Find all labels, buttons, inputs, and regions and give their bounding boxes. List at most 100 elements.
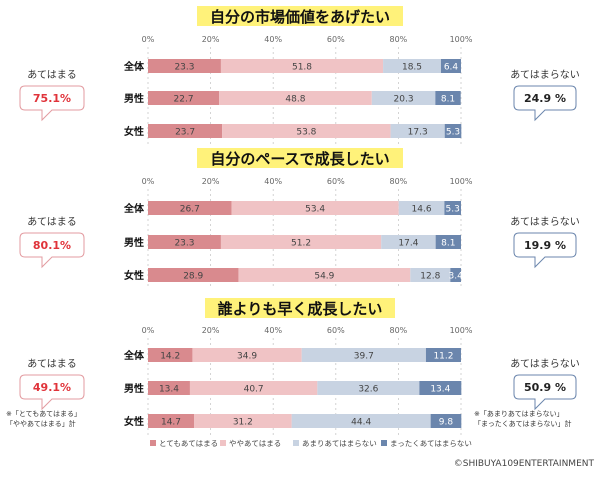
data-label: 5.3 — [446, 128, 460, 138]
data-label: 6.4 — [444, 63, 459, 73]
bar-segment — [148, 59, 221, 73]
data-label: 14.6 — [412, 205, 432, 215]
bar-segment — [371, 91, 436, 105]
legend: とてもあてはまる ややあてはまる あまりあてはまらない まったくあてはまらない — [150, 439, 472, 448]
disagree-callout-label: あてはまらない — [510, 358, 580, 370]
tick-label: 100% — [450, 35, 473, 44]
chart-title: 誰よりも早く成長したい — [218, 300, 383, 318]
legend-item: まったくあてはまらない — [390, 439, 472, 448]
bar-segment — [192, 348, 302, 362]
tick-label: 0% — [142, 177, 155, 186]
data-label: 5.3 — [446, 205, 460, 215]
tick-label: 100% — [450, 326, 473, 335]
legend-item: あまりあてはまらない — [302, 439, 377, 448]
bar-segment — [148, 124, 223, 138]
bar-segment — [238, 268, 411, 282]
category-label: 女性 — [124, 415, 144, 428]
tick-label: 80% — [390, 177, 408, 186]
bar-segment — [390, 124, 445, 138]
data-label: 31.2 — [233, 418, 253, 428]
data-label: 17.4 — [398, 239, 418, 249]
chart-panel-1: 自分の市場価値をあげたい 0% 20% 40% 60% 80% 100% 全体 23.3 51.8… — [19, 6, 580, 145]
legend-item: とてもあてはまる — [159, 439, 218, 448]
title-highlight — [205, 298, 395, 318]
bar-segment — [430, 414, 462, 428]
legend-swatch — [381, 440, 387, 446]
data-label: 34.9 — [237, 352, 257, 362]
bar-segment — [148, 414, 195, 428]
disagree-callout-bubble — [513, 374, 577, 411]
bar-segment — [148, 268, 239, 282]
chart-panel-3: 誰よりも早く成長したい 0% 20% 40% 60% 80% 100% 全体 14.2 34.9 3… — [6, 298, 580, 435]
data-label: 26.7 — [180, 205, 200, 215]
tick-label: 60% — [327, 326, 345, 335]
legend-item: ややあてはまる — [229, 439, 281, 448]
agree-footnote: 「ややあてはまる」計 — [6, 419, 76, 428]
agree-callout-bubble — [19, 232, 85, 269]
bar-segment — [410, 268, 451, 282]
chart-title: 自分の市場価値をあげたい — [210, 8, 390, 26]
category-label: 女性 — [124, 125, 144, 138]
data-label: 14.2 — [160, 352, 180, 362]
data-label: 14.7 — [161, 418, 181, 428]
bar-segment — [148, 91, 220, 105]
tick-label: 20% — [202, 35, 220, 44]
bar-segment — [440, 59, 461, 73]
data-label: 48.8 — [285, 95, 305, 105]
data-label: 53.8 — [296, 128, 316, 138]
bar-segment — [220, 59, 384, 73]
data-label: 23.3 — [174, 239, 194, 249]
title-highlight — [197, 6, 403, 26]
copyright-text: ©SHIBUYA109ENTERTAINMENT — [454, 459, 595, 469]
tick-label: 0% — [142, 326, 155, 335]
disagree-callout-label: あてはまらない — [510, 216, 580, 228]
bar-segment — [194, 414, 292, 428]
data-label: 11.2 — [433, 352, 453, 362]
bar-segment — [189, 381, 318, 395]
category-label: 男性 — [124, 382, 144, 395]
data-label: 13.4 — [159, 385, 179, 395]
category-label: 全体 — [123, 349, 145, 362]
disagree-callout-value: 19.9 % — [524, 239, 566, 252]
tick-label: 60% — [327, 35, 345, 44]
tick-label: 80% — [390, 326, 408, 335]
tick-label: 20% — [202, 177, 220, 186]
bar-segment — [444, 124, 462, 138]
agree-callout-label: あてはまる — [27, 69, 77, 81]
data-label: 20.3 — [394, 95, 414, 105]
data-label: 44.4 — [351, 418, 371, 428]
legend-swatch — [293, 440, 299, 446]
disagree-callout-label: あてはまらない — [510, 69, 580, 81]
data-label: 39.7 — [354, 352, 374, 362]
bar-segment — [383, 59, 441, 73]
category-label: 全体 — [123, 202, 145, 215]
legend-swatch — [150, 440, 156, 446]
bar-segment — [381, 235, 436, 249]
disagree-callout-bubble — [513, 85, 577, 122]
data-label: 17.3 — [408, 128, 428, 138]
agree-callout-value: 49.1% — [33, 381, 71, 394]
agree-callout-label: あてはまる — [27, 216, 77, 228]
bar-segment — [435, 91, 461, 105]
bar-segment — [148, 201, 232, 215]
tick-label: 40% — [264, 326, 282, 335]
bar-segment — [317, 381, 420, 395]
data-label: 23.7 — [175, 128, 195, 138]
category-label: 男性 — [124, 92, 144, 105]
data-label: 40.7 — [244, 385, 264, 395]
bar-segment — [435, 235, 461, 249]
tick-label: 100% — [450, 177, 473, 186]
agree-callout-value: 75.1% — [33, 92, 71, 105]
disagree-callout-value: 24.9 % — [524, 92, 566, 105]
data-label: 22.7 — [174, 95, 194, 105]
data-label: 13.4 — [430, 385, 450, 395]
tick-label: 60% — [327, 177, 345, 186]
bar-segment — [148, 235, 221, 249]
data-label: 12.8 — [420, 272, 440, 282]
data-label: 51.8 — [292, 63, 312, 73]
tick-label: 20% — [202, 326, 220, 335]
bar-segment — [301, 348, 426, 362]
bar-segment — [231, 201, 399, 215]
